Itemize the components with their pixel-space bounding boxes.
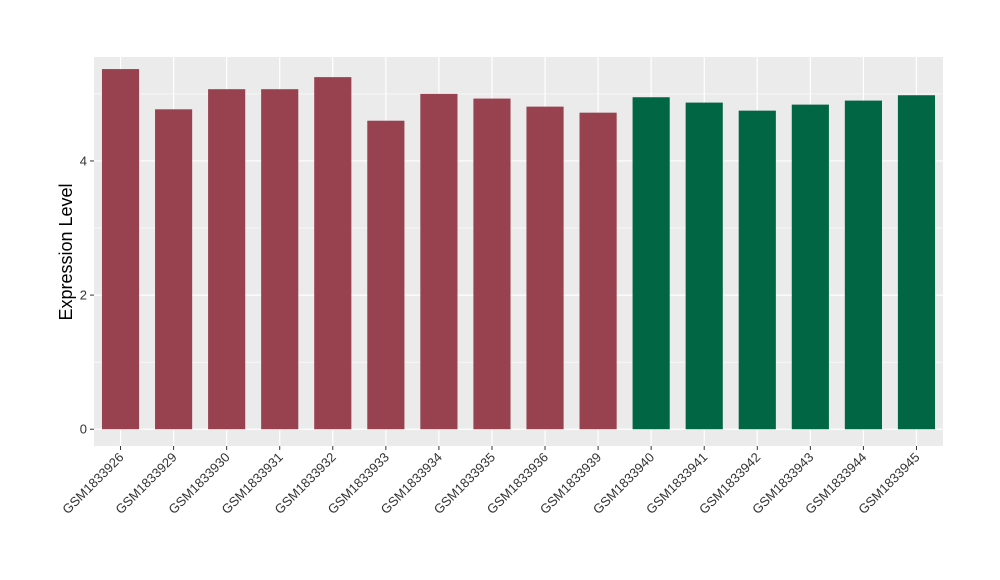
bar [261,89,299,430]
bar [420,93,458,430]
y-tick-label: 2 [80,288,87,303]
bar [155,109,193,430]
x-axis: GSM1833926GSM1833929GSM1833930GSM1833931… [59,446,923,517]
bar [791,104,829,430]
bar [314,77,352,430]
bar [632,97,670,430]
bar [208,89,246,430]
bar [685,102,723,430]
y-tick-label: 4 [80,153,87,168]
bar [897,95,936,430]
y-tick-label: 0 [80,422,87,437]
y-axis-title: Expression Level [56,183,76,320]
bars [101,69,936,430]
bar [101,69,140,430]
bar [526,106,564,430]
bar [579,112,617,430]
bar [473,98,511,430]
bar [738,110,776,430]
y-axis: 0 2 4 [80,153,94,437]
bar [367,120,405,430]
bar [844,100,882,430]
